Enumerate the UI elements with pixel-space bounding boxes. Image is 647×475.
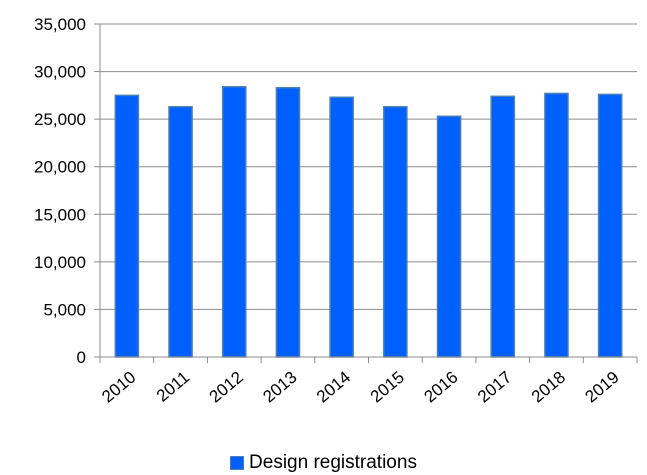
bars [114,86,623,358]
bar-2012 [221,86,247,358]
y-tick-label: 5,000 [43,300,86,319]
y-tick-label: 0 [77,348,86,367]
y-axis: 0 5,000 10,000 15,000 20,000 25,000 30,000 35,0… [34,15,101,367]
x-tick-label: 2019 [582,368,623,407]
y-tick-label: 10,000 [34,253,86,272]
y-tick-label: 35,000 [34,15,86,34]
x-tick-label: 2016 [420,368,461,407]
legend-label: Design registrations [249,452,417,473]
bar-2019 [597,93,623,358]
y-tick-label: 15,000 [34,205,86,224]
x-tick-label: 2015 [367,368,408,407]
x-tick-label: 2011 [153,368,193,406]
x-tick-label: 2013 [259,368,300,407]
y-tick-label: 20,000 [34,158,86,177]
x-tick-label: 2017 [474,368,515,407]
bar-2015 [383,106,408,358]
bar-2016 [436,115,462,358]
x-axis: 2010 2011 2012 2013 2014 2015 2016 2017 2018 2019 [98,356,638,407]
bar-2017 [490,95,516,358]
bar-2011 [168,106,193,358]
x-tick-label: 2010 [98,368,139,407]
bar-2014 [329,96,354,358]
bar-2018 [544,92,569,358]
y-tick-label: 25,000 [34,110,86,129]
x-tick-label: 2012 [206,368,247,407]
x-tick-label: 2018 [528,368,569,407]
bar-2010 [114,94,140,358]
x-tick-label: 2014 [313,368,354,407]
bar-2013 [275,86,301,358]
legend-swatch [230,456,245,470]
y-tick-label: 30,000 [34,63,86,82]
legend: Design registrations [0,452,647,474]
